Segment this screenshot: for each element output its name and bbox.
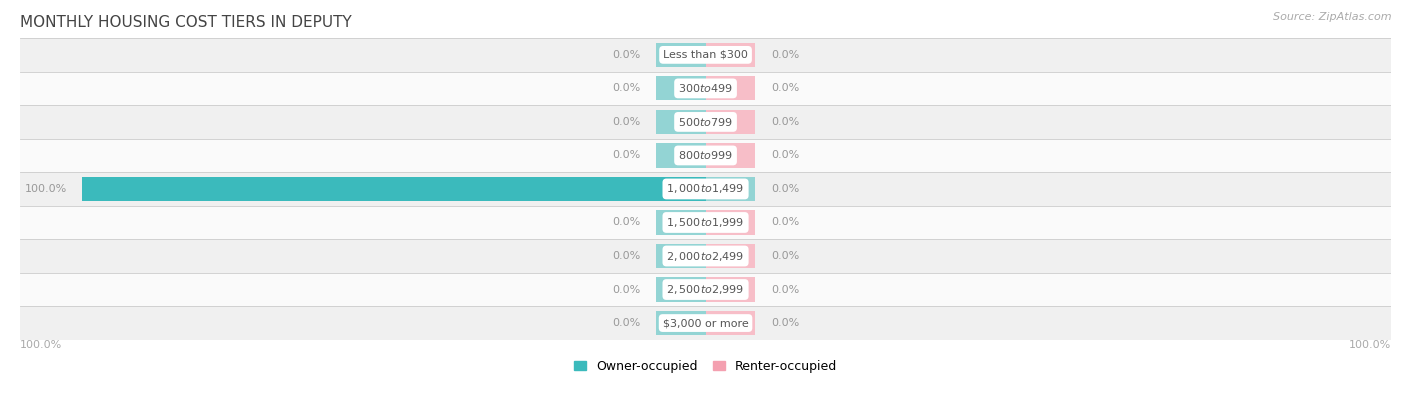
Bar: [20, 38, 1391, 72]
Text: $2,500 to $2,999: $2,500 to $2,999: [666, 283, 745, 296]
Text: 0.0%: 0.0%: [770, 184, 799, 194]
Text: $3,000 or more: $3,000 or more: [662, 318, 748, 328]
Bar: [655, 210, 706, 234]
Text: $1,000 to $1,499: $1,000 to $1,499: [666, 183, 745, 195]
Text: 0.0%: 0.0%: [770, 50, 799, 60]
Text: 0.0%: 0.0%: [770, 151, 799, 161]
Text: $300 to $499: $300 to $499: [678, 83, 733, 94]
Bar: [655, 143, 706, 168]
Text: 0.0%: 0.0%: [612, 117, 640, 127]
Bar: [655, 76, 706, 100]
Text: $1,500 to $1,999: $1,500 to $1,999: [666, 216, 745, 229]
Text: 0.0%: 0.0%: [770, 251, 799, 261]
Bar: [20, 72, 1391, 105]
Text: 0.0%: 0.0%: [770, 285, 799, 295]
Text: $500 to $799: $500 to $799: [678, 116, 733, 128]
Bar: [655, 244, 706, 268]
Text: 0.0%: 0.0%: [612, 318, 640, 328]
Text: 0.0%: 0.0%: [612, 217, 640, 227]
Text: 0.0%: 0.0%: [770, 83, 799, 93]
Text: 0.0%: 0.0%: [612, 151, 640, 161]
Bar: [706, 278, 755, 302]
Bar: [706, 76, 755, 100]
Bar: [20, 139, 1391, 172]
Text: 0.0%: 0.0%: [770, 318, 799, 328]
Text: 100.0%: 100.0%: [20, 340, 62, 350]
Text: 100.0%: 100.0%: [1348, 340, 1391, 350]
Text: $800 to $999: $800 to $999: [678, 149, 733, 161]
Bar: [83, 177, 706, 201]
Text: 0.0%: 0.0%: [770, 117, 799, 127]
Bar: [706, 177, 755, 201]
Text: MONTHLY HOUSING COST TIERS IN DEPUTY: MONTHLY HOUSING COST TIERS IN DEPUTY: [20, 15, 352, 30]
Bar: [20, 239, 1391, 273]
Bar: [706, 143, 755, 168]
Bar: [706, 210, 755, 234]
Text: 0.0%: 0.0%: [612, 251, 640, 261]
Bar: [655, 278, 706, 302]
Bar: [706, 311, 755, 335]
Bar: [20, 273, 1391, 306]
Text: 0.0%: 0.0%: [612, 285, 640, 295]
Bar: [706, 110, 755, 134]
Bar: [20, 105, 1391, 139]
Bar: [20, 306, 1391, 340]
Text: 100.0%: 100.0%: [24, 184, 67, 194]
Bar: [655, 43, 706, 67]
Text: 0.0%: 0.0%: [770, 217, 799, 227]
Bar: [20, 172, 1391, 206]
Bar: [706, 43, 755, 67]
Text: 0.0%: 0.0%: [612, 50, 640, 60]
Legend: Owner-occupied, Renter-occupied: Owner-occupied, Renter-occupied: [574, 360, 838, 373]
Bar: [655, 311, 706, 335]
Bar: [655, 110, 706, 134]
Bar: [706, 244, 755, 268]
Text: 0.0%: 0.0%: [612, 83, 640, 93]
Text: $2,000 to $2,499: $2,000 to $2,499: [666, 249, 745, 263]
Text: Less than $300: Less than $300: [664, 50, 748, 60]
Bar: [20, 206, 1391, 239]
Text: Source: ZipAtlas.com: Source: ZipAtlas.com: [1274, 12, 1392, 22]
